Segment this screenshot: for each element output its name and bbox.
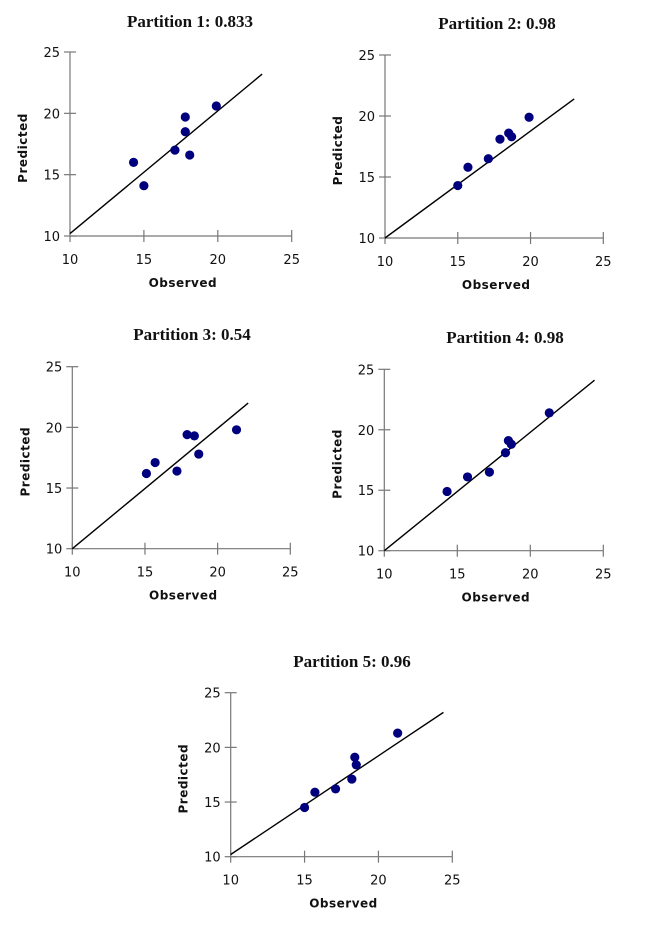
x-tick-label: 25	[283, 253, 300, 268]
data-point	[189, 431, 199, 441]
chart-title: Partition 1: 0.833	[127, 12, 253, 31]
data-point	[393, 728, 403, 738]
x-tick-label: 15	[449, 568, 466, 583]
data-point	[442, 486, 452, 497]
x-tick-label: 20	[209, 566, 226, 581]
data-point	[484, 467, 495, 477]
y-tick-label: 20	[46, 421, 63, 436]
chart-partition-5: Partition 5: 0.96 10 15 20 25 10 15 20 25 Observe…	[177, 652, 461, 911]
fit-line	[69, 73, 263, 235]
data-point	[231, 425, 242, 435]
y-tick-label: 25	[43, 46, 60, 61]
x-tick-label: 10	[377, 255, 394, 270]
y-tick-label: 15	[46, 482, 63, 497]
chart-partition-1: Partition 1: 0.833 10 15 20 25 10 15 20 25 Observ…	[16, 12, 300, 290]
y-tick-label: 15	[43, 169, 60, 184]
x-tick-label: 25	[282, 566, 299, 581]
chart-title: Partition 4: 0.98	[446, 328, 564, 347]
data-point	[347, 774, 357, 784]
y-axis-title: Predicted	[331, 116, 345, 186]
data-point	[483, 154, 493, 164]
data-point	[128, 157, 139, 167]
data-point	[350, 752, 360, 762]
data-point	[495, 134, 505, 144]
x-tick-label: 10	[376, 568, 393, 583]
data-point	[139, 181, 149, 191]
x-tick-label: 20	[370, 874, 387, 889]
y-tick-label: 20	[358, 424, 375, 439]
data-point	[182, 430, 192, 440]
chart-title: Partition 5: 0.96	[293, 652, 411, 671]
x-axis-title: Observed	[309, 897, 378, 911]
x-tick-label: 25	[595, 255, 612, 270]
chart-partition-2: Partition 2: 0.98 10 15 20 25 10 15 20 25 Observe…	[331, 14, 612, 292]
x-tick-label: 10	[62, 253, 79, 268]
data-point	[310, 787, 320, 797]
x-axis-title: Observed	[462, 591, 531, 605]
x-axis-title: Observed	[149, 276, 218, 290]
y-tick-label: 10	[43, 230, 60, 245]
y-tick-label: 10	[358, 232, 375, 247]
data-point	[507, 132, 517, 142]
y-tick-label: 20	[43, 107, 60, 122]
data-point	[211, 101, 221, 111]
chart-partition-3: Partition 3: 0.54 10 15 20 25 10 15 20 25 Observe…	[18, 325, 298, 603]
chart-title: Partition 3: 0.54	[133, 325, 251, 344]
y-tick-label: 20	[204, 741, 221, 756]
data-point	[330, 784, 341, 794]
data-point	[172, 466, 182, 476]
y-tick-label: 25	[358, 363, 375, 378]
x-tick-label: 15	[449, 255, 466, 270]
data-point	[462, 472, 473, 482]
x-tick-label: 20	[522, 568, 539, 583]
x-tick-label: 10	[222, 874, 239, 889]
chart-partition-4: Partition 4: 0.98 10 15 20 25 10 15 20 25 Observe…	[330, 328, 611, 605]
data-point	[544, 408, 554, 418]
y-axis-title: Predicted	[177, 744, 191, 814]
data-point	[463, 162, 473, 172]
y-tick-label: 10	[46, 543, 63, 558]
data-point	[170, 145, 180, 155]
y-tick-label: 25	[46, 361, 63, 376]
data-point	[194, 449, 204, 459]
data-point	[180, 112, 190, 122]
y-tick-label: 25	[358, 49, 375, 64]
data-point	[500, 448, 511, 458]
y-axis-title: Predicted	[18, 427, 32, 497]
x-tick-label: 15	[296, 874, 313, 889]
data-point	[150, 457, 160, 468]
fit-line	[383, 379, 595, 552]
y-tick-label: 10	[204, 851, 221, 866]
data-point	[141, 468, 152, 479]
x-tick-label: 15	[137, 566, 154, 581]
x-axis-title: Observed	[462, 278, 531, 292]
fit-line	[384, 98, 575, 239]
data-point	[453, 180, 463, 191]
y-tick-label: 25	[204, 687, 221, 702]
data-point	[180, 127, 190, 137]
fit-line	[230, 711, 444, 856]
y-tick-label: 10	[358, 545, 375, 560]
x-tick-label: 25	[595, 568, 612, 583]
x-tick-label: 15	[136, 253, 153, 268]
y-axis-title: Predicted	[330, 429, 344, 499]
y-tick-label: 15	[204, 796, 221, 811]
y-tick-label: 20	[358, 110, 375, 125]
data-point	[185, 150, 195, 160]
x-tick-label: 20	[522, 255, 539, 270]
data-point	[524, 112, 534, 122]
x-tick-label: 20	[210, 253, 227, 268]
chart-title: Partition 2: 0.98	[438, 14, 556, 33]
data-point	[299, 802, 310, 813]
x-tick-label: 10	[64, 566, 81, 581]
y-tick-label: 15	[358, 484, 375, 499]
x-axis-title: Observed	[149, 589, 218, 603]
data-point	[506, 439, 516, 449]
data-point	[351, 760, 361, 770]
x-tick-label: 25	[444, 874, 461, 889]
y-axis-title: Predicted	[16, 113, 30, 183]
fit-line	[71, 402, 249, 550]
y-tick-label: 15	[358, 171, 375, 186]
